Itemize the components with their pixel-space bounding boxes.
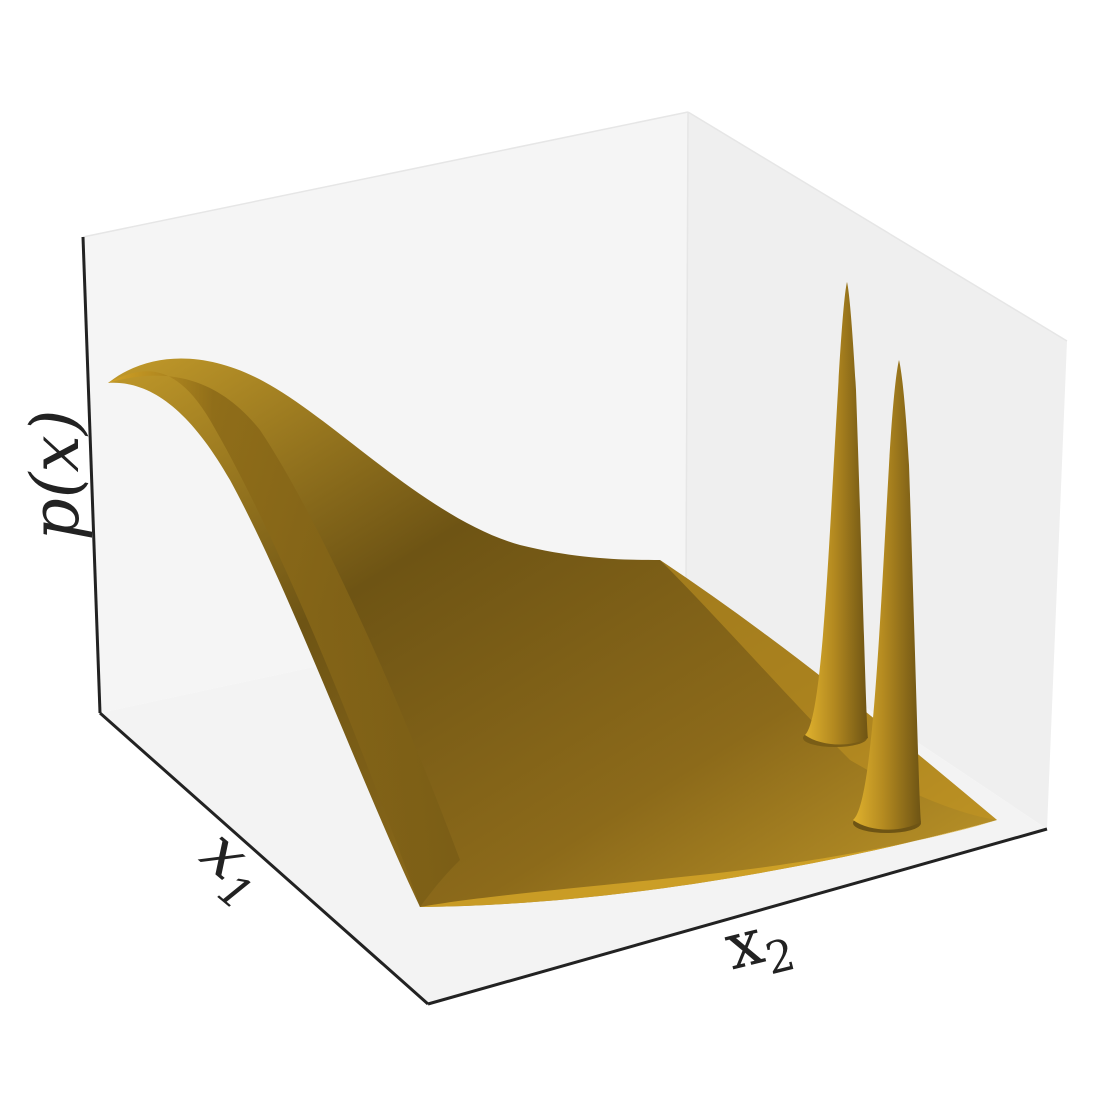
svg-text:p(x): p(x) bbox=[17, 410, 94, 541]
pane-edge-vertical bbox=[685, 111, 689, 588]
peak-2 bbox=[853, 360, 921, 830]
surface-ridge-face bbox=[108, 371, 460, 908]
z-axis-label: p(x) bbox=[17, 410, 94, 541]
x2-axis-label: x2 bbox=[718, 898, 800, 994]
x2-axis-line bbox=[427, 827, 1048, 1006]
surface-main bbox=[108, 358, 997, 907]
svg-text:x2: x2 bbox=[718, 898, 800, 994]
z-axis-line bbox=[81, 236, 102, 714]
pane-edge-right-top bbox=[687, 111, 1068, 342]
pane-edge-top bbox=[82, 111, 689, 238]
x1-axis-line bbox=[99, 711, 429, 1006]
peak-1 bbox=[805, 282, 868, 745]
